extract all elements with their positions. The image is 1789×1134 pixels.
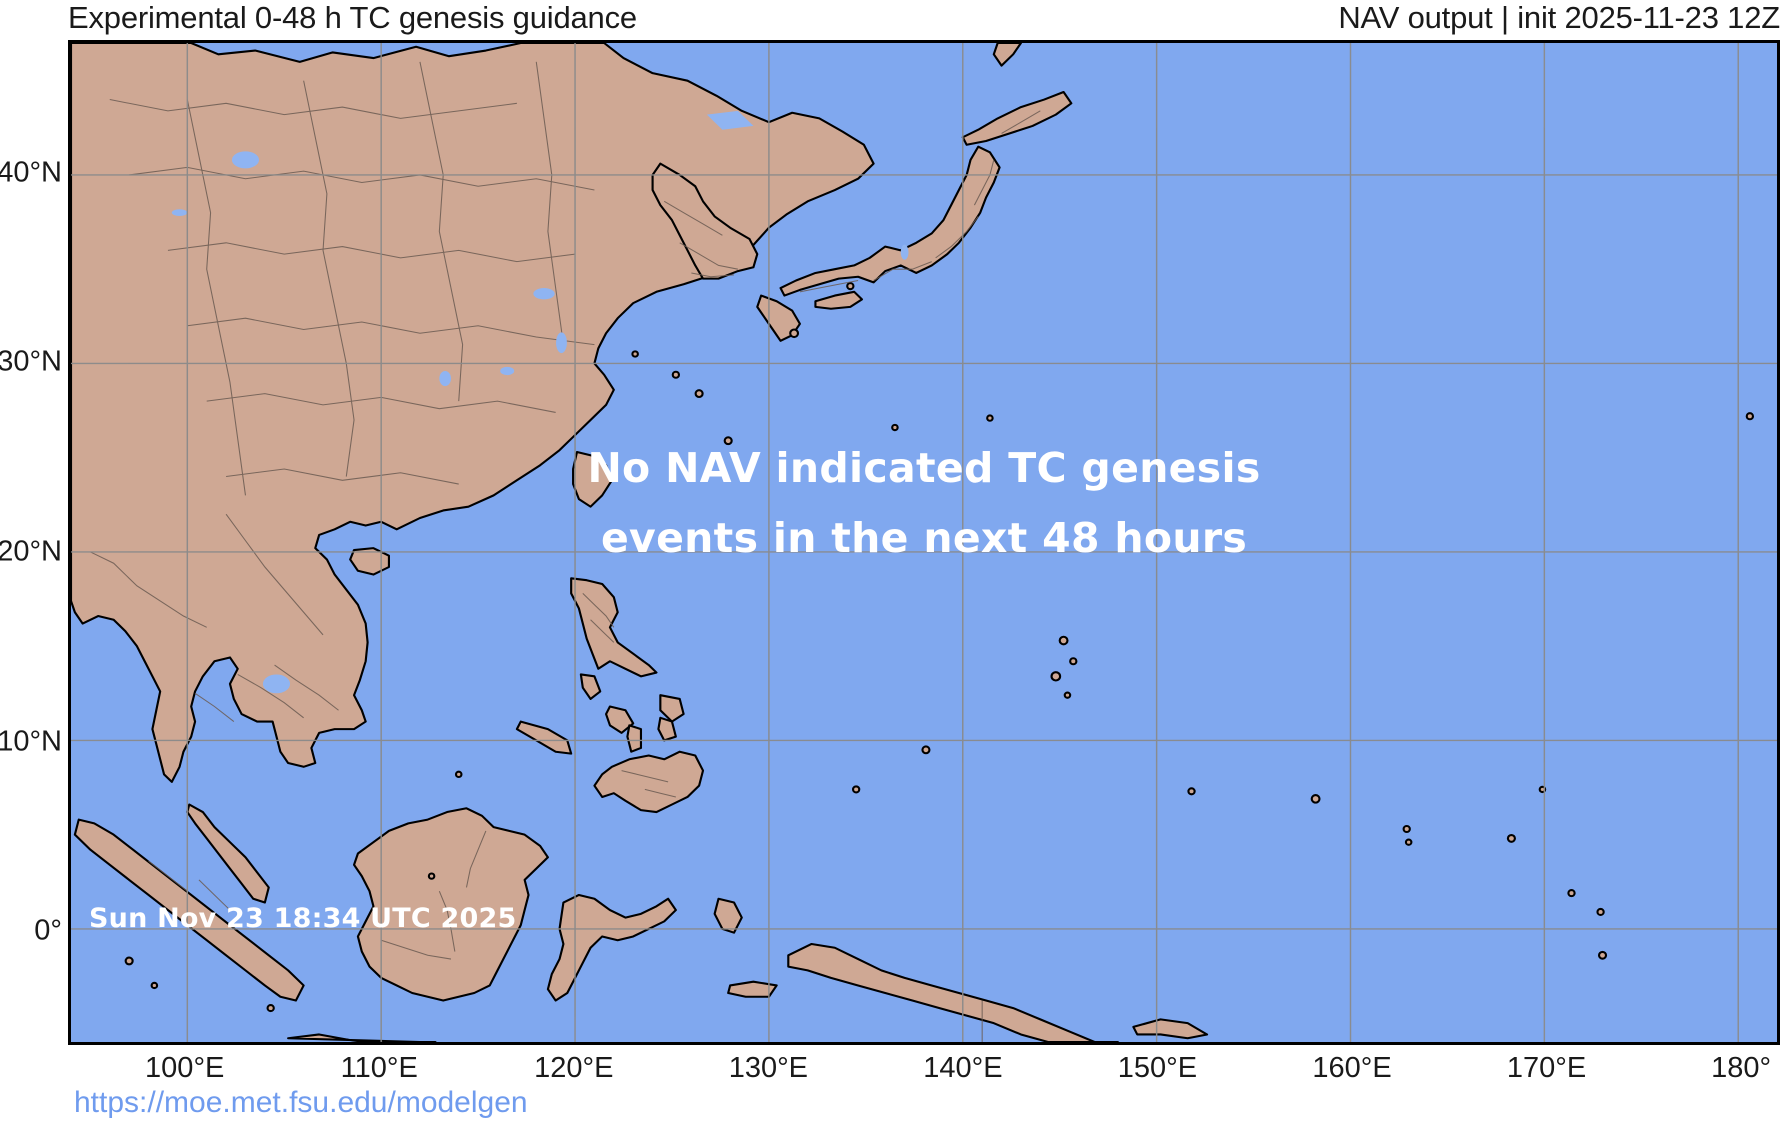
y-tick-label: 0° — [34, 914, 62, 947]
island-dot — [671, 370, 681, 379]
y-tick-label: 10°N — [0, 725, 62, 758]
mindanao — [593, 750, 705, 814]
island-dot — [986, 414, 994, 422]
borneo — [352, 807, 549, 1002]
x-tick-label: 120°E — [534, 1052, 614, 1084]
island-dot — [631, 350, 639, 358]
japan-hokkaido — [961, 90, 1073, 146]
island-dot — [1402, 824, 1411, 834]
island-dot — [454, 770, 463, 779]
island-dot — [1596, 907, 1605, 916]
island-dot — [1058, 635, 1069, 646]
island-dot — [1069, 657, 1078, 666]
island-dot — [723, 436, 733, 446]
island-dot — [1063, 691, 1072, 699]
mindoro — [579, 673, 602, 700]
sulawesi — [546, 893, 677, 1002]
japan-honshu — [779, 145, 1001, 297]
island-dot — [1310, 794, 1321, 804]
island-dot — [150, 981, 159, 990]
island-dot — [1506, 834, 1516, 843]
island-dot — [891, 423, 899, 432]
taiwan — [572, 450, 613, 508]
mainland-asia — [71, 43, 875, 783]
island-dot — [846, 282, 855, 291]
x-tick-label: 100°E — [145, 1052, 225, 1084]
japan-kyushu — [756, 294, 801, 342]
y-tick-label: 30°N — [0, 345, 62, 378]
palawan — [515, 720, 573, 755]
island-dot — [789, 328, 800, 339]
malay-peninsula — [186, 803, 270, 904]
page-title: Experimental 0-48 h TC genesis guidance — [68, 0, 637, 35]
island-dot — [1597, 950, 1608, 960]
x-tick-label: 170°E — [1506, 1052, 1587, 1084]
map-timestamp: Sun Nov 23 18:34 UTC 2025 — [89, 903, 517, 934]
map-panel[interactable]: No NAV indicated TC genesis events in th… — [68, 40, 1780, 1045]
halmahera — [713, 897, 743, 934]
island-dot — [1567, 889, 1576, 898]
island-dot — [694, 389, 704, 399]
land-layer — [71, 43, 1755, 1042]
gridlines-layer — [71, 43, 1777, 1042]
visayas-samar — [659, 694, 685, 723]
java — [287, 1033, 437, 1042]
sumatra — [73, 818, 305, 1002]
map-graphic — [71, 43, 1777, 1042]
new-britain — [1132, 1018, 1209, 1040]
island-dot — [1745, 412, 1755, 421]
visayas-panay — [604, 705, 635, 734]
source-url-link[interactable]: https://moe.met.fsu.edu/modelgen — [74, 1086, 528, 1119]
admin-boundaries-layer — [90, 61, 1041, 1042]
x-tick-label: 110°E — [340, 1052, 418, 1084]
x-tick-label: 160°E — [1312, 1052, 1392, 1084]
y-tick-label: 40°N — [0, 156, 62, 189]
sakhalin — [992, 43, 1022, 67]
island-dot — [1050, 671, 1062, 682]
island-dot — [427, 872, 436, 880]
new-guinea — [787, 942, 1119, 1042]
island-dot — [124, 956, 134, 966]
map-canvas — [71, 43, 1777, 1042]
visayas-negros — [626, 724, 643, 753]
inland-water-layer — [171, 110, 909, 694]
island-dot — [921, 745, 931, 755]
model-init-label: NAV output | init 2025-11-23 12Z — [1338, 0, 1780, 35]
x-tick-label: 140°E — [923, 1052, 1003, 1084]
x-tick-label: 130°E — [728, 1052, 809, 1084]
island-dot — [266, 1004, 275, 1013]
x-tick-label: 180° — [1711, 1052, 1772, 1084]
visayas-leyte — [657, 716, 677, 742]
island-dot — [851, 785, 861, 794]
header-bar: Experimental 0-48 h TC genesis guidance … — [0, 0, 1789, 40]
x-tick-label: 150°E — [1117, 1052, 1198, 1084]
y-tick-label: 20°N — [0, 535, 62, 568]
island-dot — [1404, 838, 1413, 846]
island-dot — [1187, 787, 1196, 796]
japan-shikoku — [814, 290, 864, 310]
